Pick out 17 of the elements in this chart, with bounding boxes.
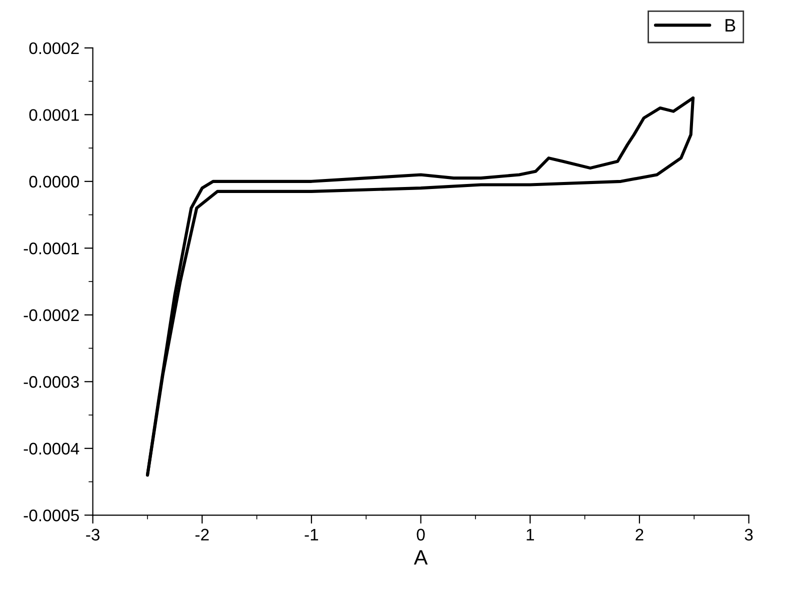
x-tick-label: 0 [416,528,425,541]
x-tick-label: 1 [526,528,534,540]
y-tick-label: -0.0004 [24,442,80,455]
y-tick-label: -0.0005 [24,510,79,522]
x-tick-label: -3 [86,528,100,541]
x-axis-title: A [414,550,428,565]
y-tick-label: -0.0001 [24,242,79,254]
x-tick-label: -2 [195,528,209,540]
y-tick-label: 0.0000 [29,176,79,188]
legend-label: B [726,19,736,32]
y-tick-label: -0.0002 [24,309,79,322]
y-tick-label: 0.0002 [29,42,79,54]
x-tick-label: 2 [636,528,644,540]
y-tick-label: 0.0001 [29,109,79,121]
x-tick-label: 3 [744,528,753,541]
x-tick-label: -1 [304,528,318,540]
y-tick-label: -0.0003 [24,376,79,388]
